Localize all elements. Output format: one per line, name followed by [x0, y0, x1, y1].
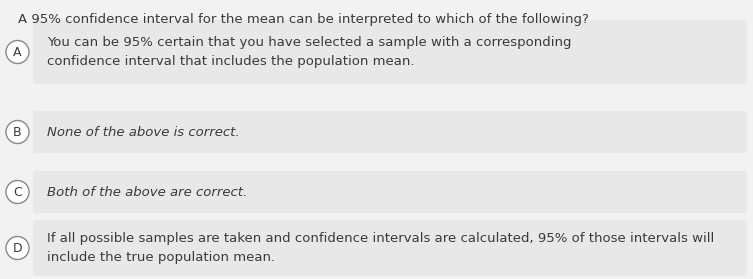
Text: B: B — [14, 126, 22, 138]
Text: None of the above is correct.: None of the above is correct. — [47, 126, 239, 138]
Circle shape — [6, 40, 29, 64]
Circle shape — [6, 121, 29, 143]
Circle shape — [6, 237, 29, 259]
FancyBboxPatch shape — [33, 20, 747, 84]
Text: Both of the above are correct.: Both of the above are correct. — [47, 186, 247, 198]
Circle shape — [6, 181, 29, 203]
FancyBboxPatch shape — [33, 171, 747, 213]
Text: If all possible samples are taken and confidence intervals are calculated, 95% o: If all possible samples are taken and co… — [47, 232, 715, 264]
Text: A 95% confidence interval for the mean can be interpreted to which of the follow: A 95% confidence interval for the mean c… — [18, 13, 589, 26]
Text: D: D — [13, 242, 23, 254]
Text: You can be 95% certain that you have selected a sample with a corresponding
conf: You can be 95% certain that you have sel… — [47, 36, 572, 68]
FancyBboxPatch shape — [33, 220, 747, 276]
Text: A: A — [14, 45, 22, 59]
FancyBboxPatch shape — [33, 111, 747, 153]
Text: C: C — [13, 186, 22, 198]
